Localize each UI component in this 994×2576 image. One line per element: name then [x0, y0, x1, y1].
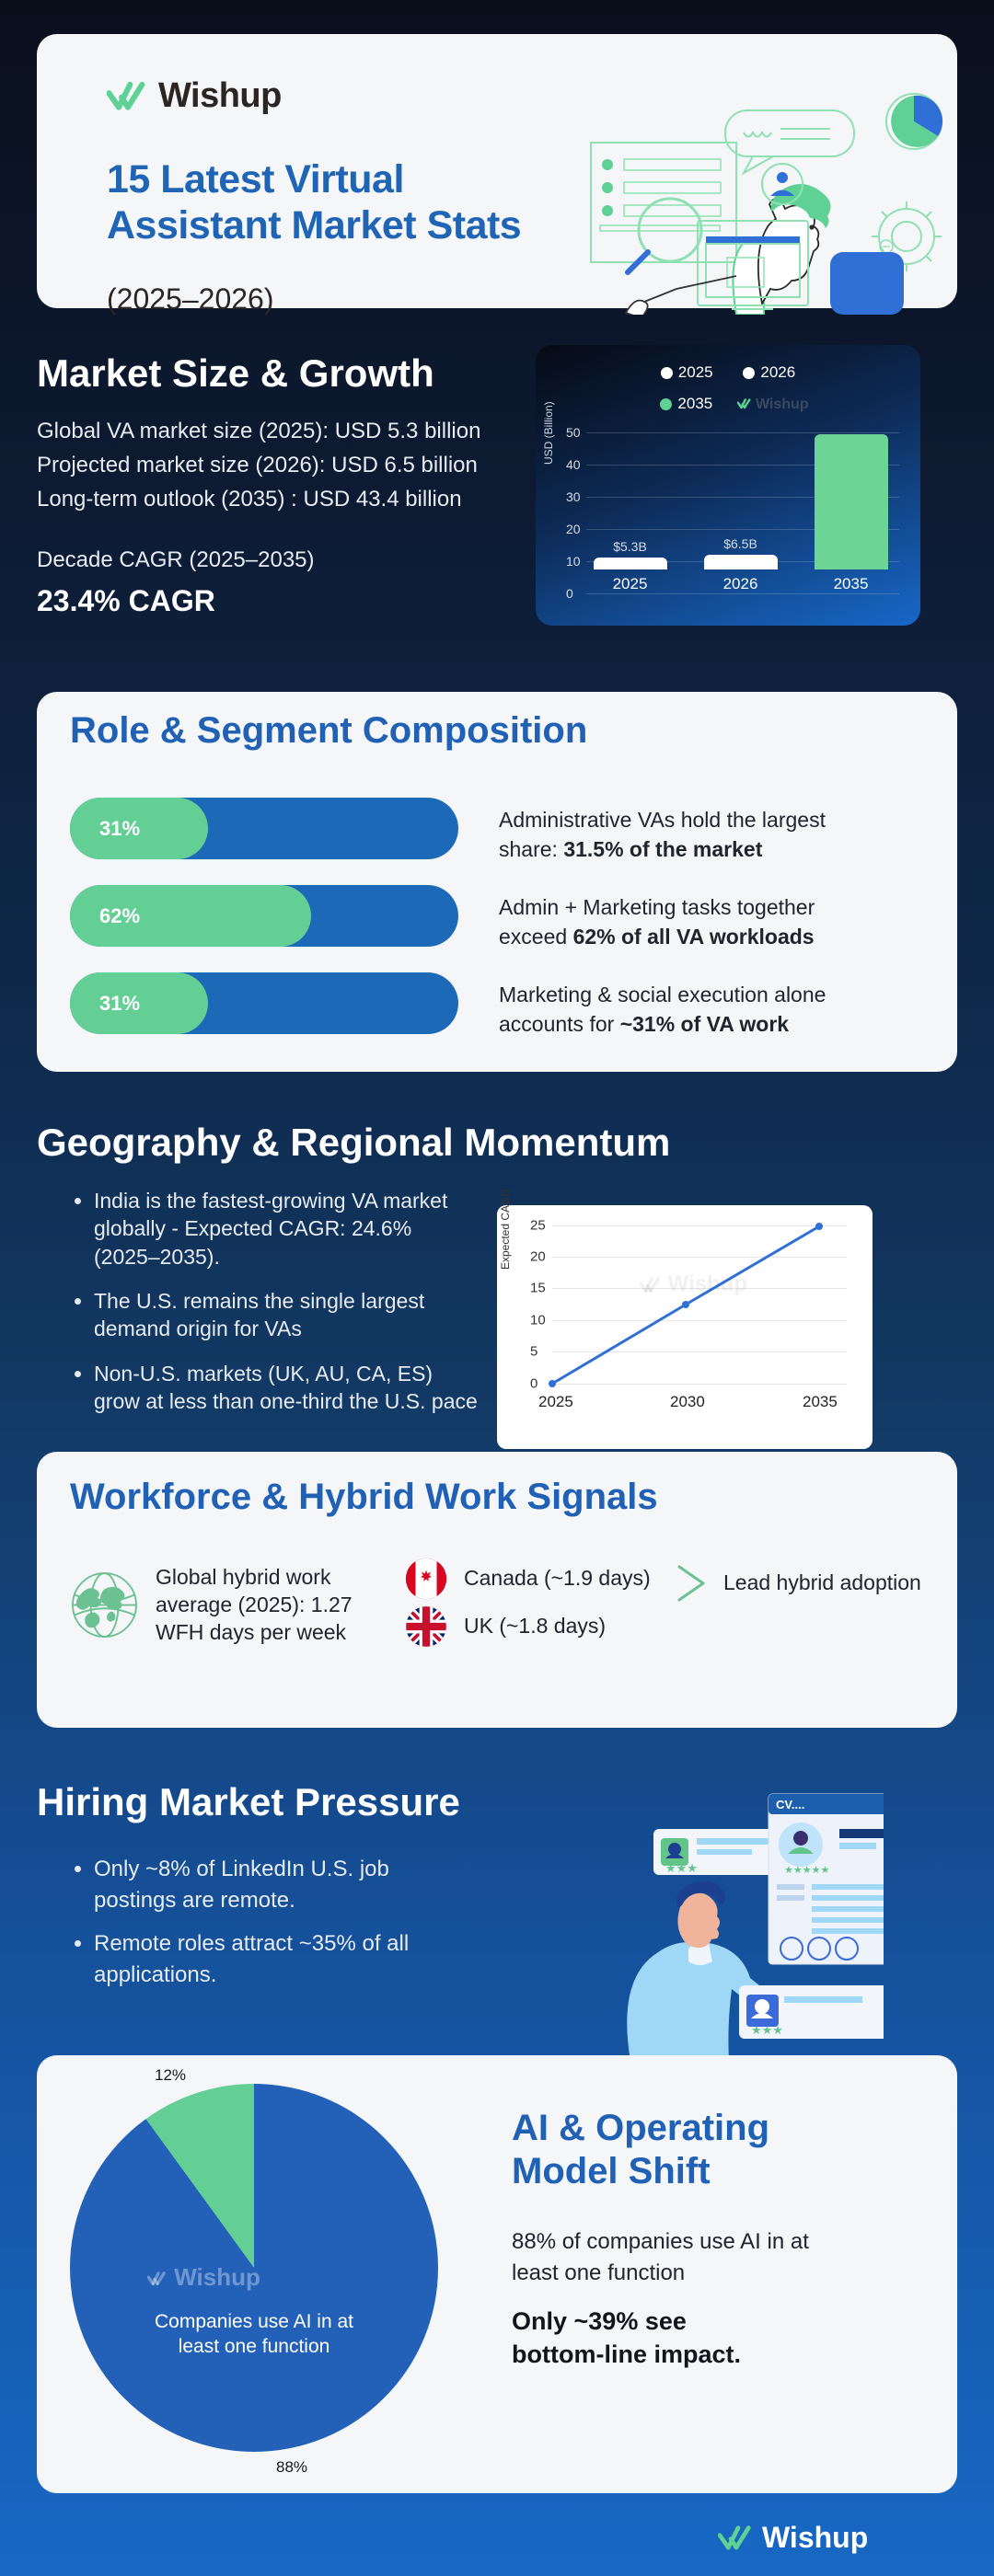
svg-text:CV....: CV....: [776, 1798, 804, 1811]
svg-text:★★★★★: ★★★★★: [784, 1865, 829, 1876]
svg-text:★★★: ★★★: [751, 2023, 783, 2037]
svg-text:★★★: ★★★: [665, 1861, 698, 1875]
